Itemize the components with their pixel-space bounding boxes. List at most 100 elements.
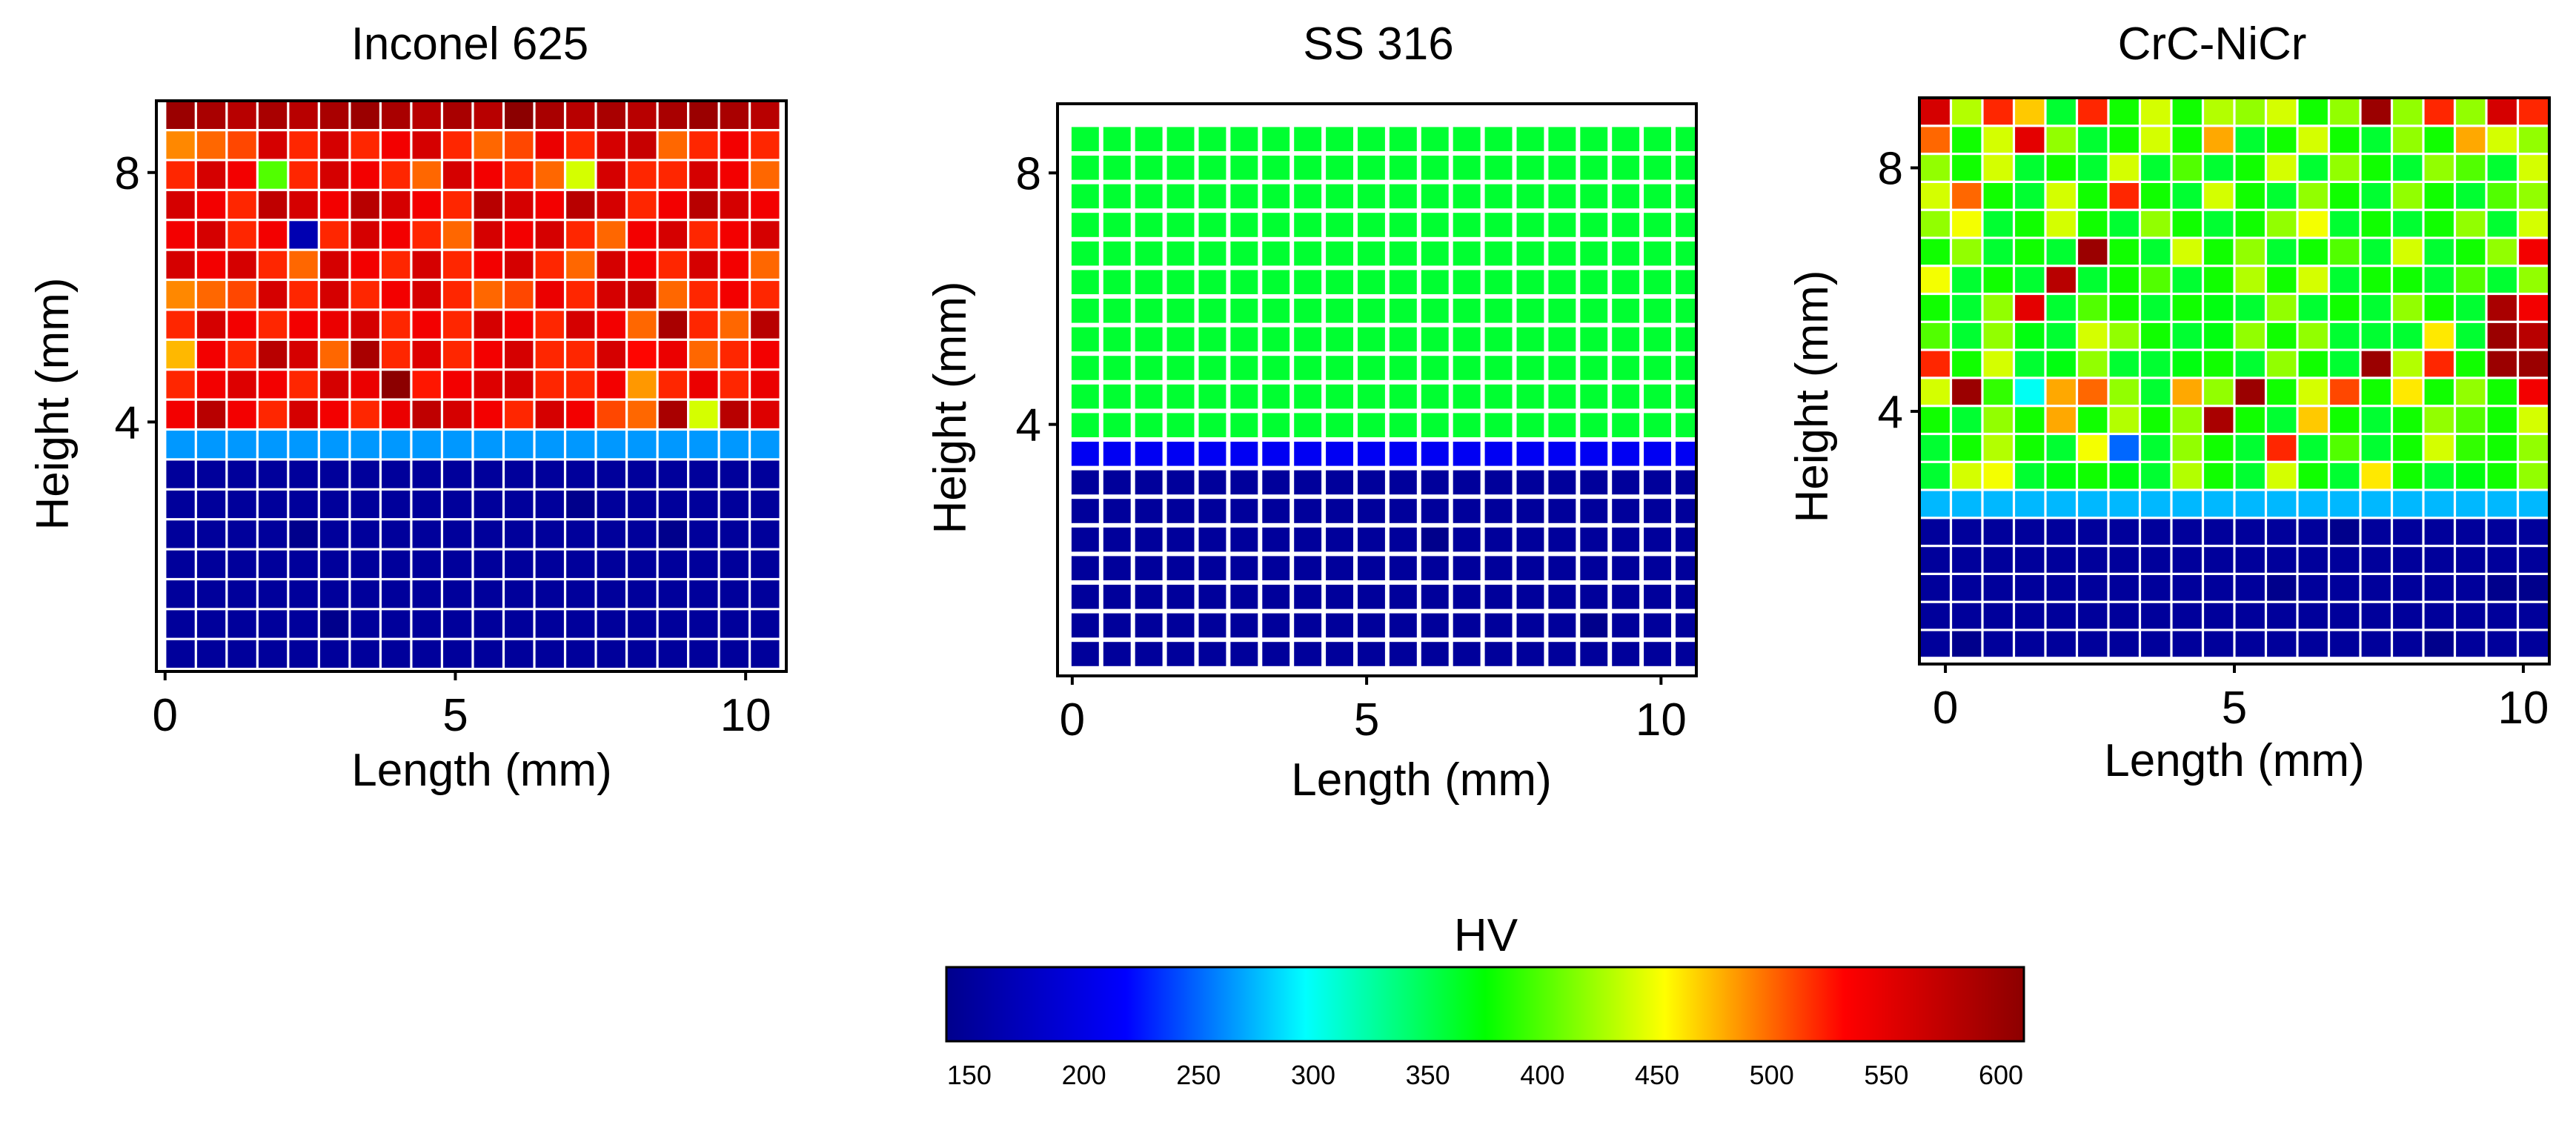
heatmap-cell	[443, 431, 472, 459]
heatmap-cell	[2298, 631, 2328, 657]
heatmap-cell	[2519, 351, 2549, 377]
heatmap-cell	[2235, 547, 2265, 573]
heatmap-cell	[289, 311, 318, 339]
heatmap-cell	[2361, 379, 2391, 405]
heatmap-cell	[474, 340, 502, 369]
heatmap-cell	[351, 221, 379, 249]
heatmap-cell	[1612, 184, 1640, 209]
heatmap-cell	[196, 311, 226, 339]
heatmap-cell	[2361, 210, 2391, 237]
heatmap-cell	[351, 520, 379, 548]
heatmap-cell	[2046, 519, 2076, 545]
heatmap-cell	[2046, 547, 2076, 573]
heatmap-cell	[1389, 442, 1417, 466]
heatmap-cell	[2235, 435, 2265, 461]
heatmap-cell	[2487, 519, 2517, 545]
heatmap-cell	[2298, 435, 2328, 461]
heatmap-cell	[1103, 156, 1131, 180]
heatmap-cell	[720, 161, 748, 189]
heatmap-cell	[196, 221, 226, 249]
heatmap-cell	[1516, 384, 1544, 409]
heatmap-cell	[720, 580, 748, 608]
heatmap-cell	[1920, 267, 1950, 293]
heatmap-cell	[2424, 239, 2454, 265]
heatmap-cell	[2109, 379, 2139, 405]
heatmap-cell	[2141, 322, 2171, 349]
heatmap-cell	[1983, 519, 2013, 545]
heatmap-cell	[1612, 384, 1640, 409]
heatmap-cell	[1358, 241, 1385, 266]
heatmap-cell	[2078, 351, 2108, 377]
heatmap-cell	[2361, 267, 2391, 293]
colorbar-tick-label: 450	[1635, 1060, 1679, 1090]
heatmap-cell	[2204, 379, 2234, 405]
heatmap-cell	[2298, 519, 2328, 545]
heatmap-cell	[1580, 384, 1608, 409]
colorbar-tick-label: 250	[1176, 1060, 1221, 1090]
heatmap-cell	[2487, 603, 2517, 629]
heatmap-cell	[2330, 519, 2360, 545]
heatmap-cell	[566, 311, 595, 339]
heatmap-cell	[474, 311, 502, 339]
heatmap-cell	[720, 610, 748, 638]
heatmap-cell	[1644, 470, 1671, 495]
heatmap-cell	[1198, 556, 1226, 580]
heatmap-cell	[474, 281, 502, 309]
heatmap-cell	[443, 460, 472, 488]
heatmap-cell	[351, 610, 379, 638]
heatmap-cell	[535, 550, 564, 578]
heatmap-cell	[382, 520, 411, 548]
heatmap-cell	[1166, 413, 1195, 437]
heatmap-cell	[166, 460, 195, 488]
colorbar-tick-label: 550	[1864, 1060, 1908, 1090]
heatmap-cell	[2519, 547, 2549, 573]
heatmap-cell	[1920, 183, 1950, 209]
heatmap-cell	[689, 131, 718, 159]
heatmap-cell	[2487, 351, 2517, 377]
heatmap-cell	[2361, 547, 2391, 573]
heatmap-cell	[1166, 442, 1195, 466]
heatmap-cell	[1166, 299, 1195, 323]
heatmap-cell	[320, 460, 349, 488]
heatmap-cell	[2078, 322, 2108, 349]
heatmap-cell	[2141, 435, 2171, 461]
heatmap-cell	[1676, 356, 1696, 380]
heatmap-cell	[1389, 213, 1417, 237]
heatmap-cell	[751, 400, 780, 428]
heatmap-cell	[2141, 575, 2171, 601]
heatmap-cell	[2393, 127, 2423, 153]
heatmap-cell	[1484, 470, 1513, 495]
heatmap-cell	[196, 281, 226, 309]
heatmap-cell	[1920, 210, 1950, 237]
heatmap-cell	[751, 190, 780, 219]
heatmap-cell	[2456, 491, 2486, 517]
heatmap-cell	[1580, 413, 1608, 437]
heatmap-cell	[2393, 435, 2423, 461]
heatmap-cell	[566, 550, 595, 578]
heatmap-cell	[1135, 356, 1163, 380]
heatmap-cell	[1135, 327, 1163, 352]
heatmap-cell	[2361, 155, 2391, 181]
x-tick-label: 5	[1354, 694, 1379, 746]
heatmap-cell	[505, 101, 534, 129]
heatmap-cell	[289, 580, 318, 608]
heatmap-cell	[505, 221, 534, 249]
heatmap-cell	[2330, 127, 2360, 153]
heatmap-cell	[535, 431, 564, 459]
heatmap-cell	[2046, 295, 2076, 321]
heatmap-cell	[1389, 270, 1417, 294]
heatmap-cell	[1071, 613, 1099, 638]
heatmap-cell	[1612, 499, 1640, 523]
heatmap-cell	[2267, 239, 2297, 265]
heatmap-cell	[2456, 155, 2486, 181]
heatmap-cell	[1453, 499, 1481, 523]
heatmap-cell	[1484, 613, 1513, 638]
heatmap-cell	[1676, 270, 1696, 294]
heatmap-cell	[2109, 210, 2139, 237]
heatmap-cell	[1230, 556, 1258, 580]
heatmap-cell	[320, 580, 349, 608]
heatmap-cell	[2330, 99, 2360, 125]
heatmap-cell	[628, 250, 657, 279]
heatmap-cell	[1453, 556, 1481, 580]
heatmap-cells	[1919, 98, 2549, 664]
